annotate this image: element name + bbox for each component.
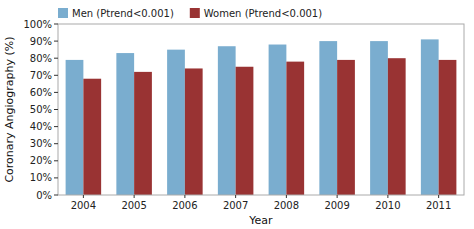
bar	[269, 45, 287, 195]
legend-swatch	[190, 8, 200, 18]
y-tick	[54, 24, 58, 25]
x-tick	[134, 195, 135, 198]
x-tick	[387, 195, 388, 198]
bar	[83, 79, 101, 195]
plot-frame	[58, 24, 464, 195]
bar	[218, 46, 236, 195]
x-tick	[286, 195, 287, 198]
x-tick	[438, 195, 439, 198]
y-tick	[54, 41, 58, 42]
x-tick	[337, 195, 338, 198]
y-tick-label: 80%	[30, 53, 52, 64]
y-tick-label: 90%	[30, 36, 52, 47]
bar	[370, 41, 388, 195]
bar	[236, 67, 254, 195]
legend-label: Women (Ptrend<0.001)	[204, 8, 322, 19]
x-tick-label: 2008	[274, 200, 299, 211]
legend: Men (Ptrend<0.001) Women (Ptrend<0.001)	[58, 8, 322, 19]
y-tick-label: 30%	[30, 138, 52, 149]
y-tick	[54, 75, 58, 76]
legend-label: Men (Ptrend<0.001)	[72, 8, 174, 19]
x-tick-label: 2009	[324, 200, 349, 211]
x-tick-label: 2006	[172, 200, 197, 211]
bar	[388, 58, 406, 195]
bars	[66, 39, 457, 195]
y-tick-label: 40%	[30, 121, 52, 132]
y-tick	[54, 92, 58, 93]
bar	[439, 60, 457, 195]
x-tick-label: 2007	[223, 200, 248, 211]
bar	[319, 41, 337, 195]
bar	[286, 62, 304, 195]
bar	[116, 53, 134, 195]
y-tick	[54, 143, 58, 144]
y-tick	[54, 195, 58, 196]
y-tick-label: 70%	[30, 70, 52, 81]
y-tick-label: 60%	[30, 87, 52, 98]
y-tick	[54, 109, 58, 110]
y-tick	[54, 160, 58, 161]
y-axis-label: Coronary Angiography (%)	[3, 36, 16, 182]
x-tick-label: 2011	[426, 200, 451, 211]
x-axis-label: Year	[248, 214, 273, 227]
chart: 0% 10% 20% 30% 40% 50% 60% 70% 80% 90% 100% 2004 200…	[0, 0, 474, 229]
legend-item: Men (Ptrend<0.001)	[58, 8, 174, 19]
x-tick-label: 2005	[121, 200, 146, 211]
y-tick	[54, 177, 58, 178]
x-tick-label: 2010	[375, 200, 400, 211]
bar	[134, 72, 152, 195]
y-tick	[54, 126, 58, 127]
bar	[167, 50, 185, 195]
legend-item: Women (Ptrend<0.001)	[190, 8, 322, 19]
y-tick-label: 0%	[36, 190, 52, 201]
x-tick	[235, 195, 236, 198]
bar	[337, 60, 355, 195]
y-tick-label: 50%	[30, 104, 52, 115]
bar	[185, 68, 203, 195]
y-tick-label: 20%	[30, 155, 52, 166]
y-tick-label: 100%	[23, 19, 52, 30]
x-tick	[83, 195, 84, 198]
y-tick	[54, 58, 58, 59]
x-tick-label: 2004	[71, 200, 96, 211]
bar	[66, 60, 84, 195]
legend-swatch	[58, 8, 68, 18]
x-tick	[184, 195, 185, 198]
bar	[421, 39, 439, 195]
y-tick-label: 10%	[30, 172, 52, 183]
